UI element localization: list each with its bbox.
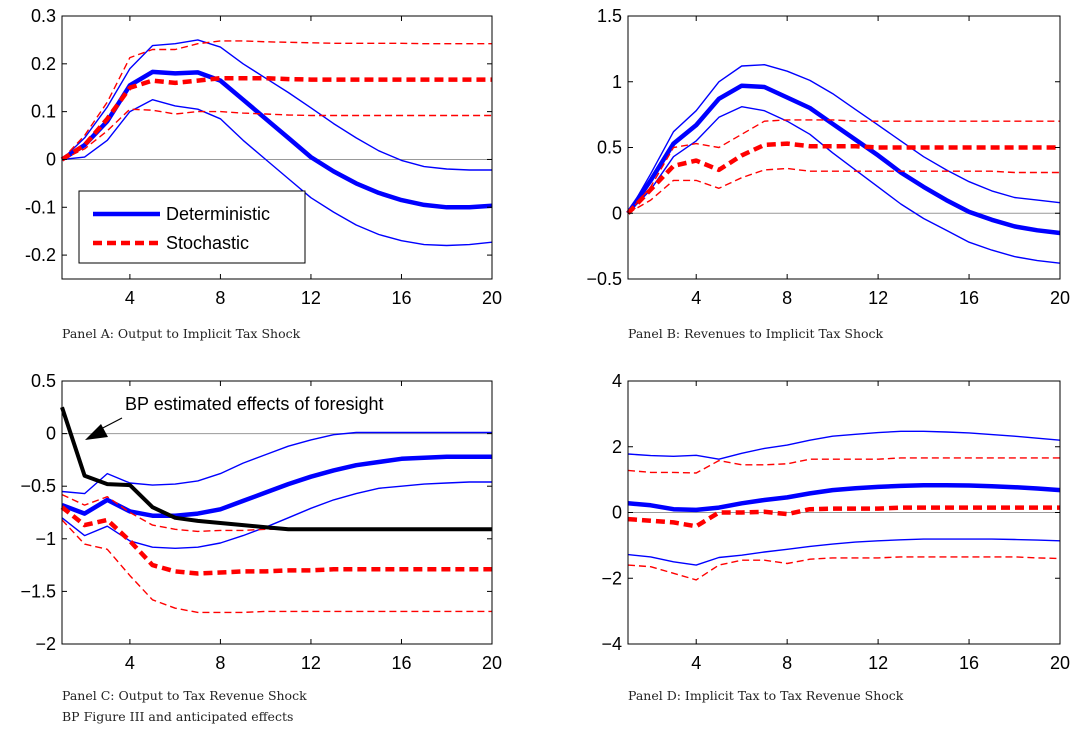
panel-b-chart: 4 8 12 16 20 1.5 1 0.5 0 −0.5: [586, 6, 1070, 308]
annotation-text: BP estimated effects of foresight: [125, 394, 383, 414]
panel-c-axes-frame: [61, 380, 493, 645]
panel-a-xtick-label: 8: [215, 288, 225, 308]
panel-b-ytick-label: 0.5: [597, 138, 622, 158]
panel-c-ytick-label: 0.5: [31, 371, 56, 391]
panel-a-xtick-label: 20: [482, 288, 502, 308]
panel-a-caption: Panel A: Output to Implicit Tax Shock: [62, 326, 301, 341]
panel-d-series-1: [627, 430, 1061, 460]
panel-c-xtick-label: 20: [482, 653, 502, 673]
panel-c-series-4: [61, 493, 492, 533]
panel-a-series-5: [61, 108, 492, 161]
panel-d-ytick-label: 4: [612, 371, 622, 391]
panel-b-series-1: [627, 63, 1061, 214]
panel-b-ytick-label: 0: [612, 203, 622, 223]
panel-c-annotation: BP estimated effects of foresight: [85, 394, 383, 440]
panel-a-axes-frame: [61, 15, 493, 280]
panel-b-ytick-label: 1.5: [597, 6, 622, 26]
panel-a-xtick-label: 4: [125, 288, 135, 308]
panel-a-series-4: [61, 40, 492, 160]
panel-d-xtick-label: 16: [959, 653, 979, 673]
panel-d-xtick-label: 12: [868, 653, 888, 673]
panel-c-chart: 4 8 12 16 20 0.5 0 −0.5 −1 −1.5 −2 BP estimated eff…: [20, 371, 502, 673]
panel-d-ytick-label: 2: [612, 437, 622, 457]
panel-a-ytick-label: 0.3: [31, 6, 56, 26]
panel-c-xtick-label: 12: [301, 653, 321, 673]
panel-c-ytick-label: −0.5: [20, 476, 56, 496]
panel-b-ytick-label: −0.5: [586, 269, 622, 289]
panel-c-caption-2: BP Figure III and anticipated effects: [62, 709, 294, 724]
panel-d-series-0: [627, 482, 1061, 513]
panel-c-xtick-label: 8: [215, 653, 225, 673]
panel-d-series-5: [627, 556, 1061, 581]
panel-c-ytick-label: 0: [46, 424, 56, 444]
panel-b-series-5: [627, 167, 1060, 214]
panel-d-caption: Panel D: Implicit Tax to Tax Revenue Sho…: [628, 688, 904, 703]
panel-b-ytick-label: 1: [612, 72, 622, 92]
panel-a-series-0: [60, 69, 493, 210]
legend-box: [78, 190, 306, 264]
panel-d-xtick-label: 8: [782, 653, 792, 673]
panel-d-series-3: [627, 505, 1060, 529]
panel-a-legend: Deterministic Stochastic: [78, 190, 306, 264]
panel-d-ytick-label: −4: [601, 634, 622, 654]
panel-a-ytick-label: 0: [46, 149, 56, 169]
panel-d-ytick-label: 0: [612, 503, 622, 523]
panel-c-xtick-label: 4: [125, 653, 135, 673]
panel-a-ytick-label: -0.1: [25, 197, 56, 217]
panel-a-chart: 4 8 12 16 20 0.3 0.2 0.1 0 -0.1 -0.2 Deterministic S…: [25, 6, 502, 308]
panel-c-series-6: [60, 406, 492, 532]
panel-b-series-4: [627, 119, 1060, 214]
panel-b-series-3: [626, 141, 1060, 215]
panel-c-series-0: [61, 454, 492, 518]
legend-label-stochastic: Stochastic: [166, 233, 249, 253]
panel-a-ytick-label: -0.2: [25, 245, 56, 265]
panel-b-xtick-label: 4: [691, 288, 701, 308]
panel-b-xtick-label: 20: [1050, 288, 1070, 308]
panel-c-ytick-label: −2: [35, 634, 56, 654]
panel-d-series-4: [627, 457, 1060, 474]
panel-a-xtick-label: 16: [391, 288, 411, 308]
panel-c-caption: Panel C: Output to Tax Revenue Shock: [62, 688, 307, 703]
panel-b-series-2: [627, 105, 1061, 264]
panel-c-series-3: [60, 505, 492, 576]
panel-d-ytick-label: −2: [601, 568, 622, 588]
panel-a-xtick-label: 12: [301, 288, 321, 308]
annotation-arrow-head: [85, 424, 108, 440]
panel-b-caption: Panel B: Revenues to Implicit Tax Shock: [628, 326, 884, 341]
legend-label-deterministic: Deterministic: [166, 204, 270, 224]
panel-b-xtick-label: 16: [959, 288, 979, 308]
panel-b-xtick-label: 8: [782, 288, 792, 308]
panel-c-series-5: [61, 519, 492, 614]
panel-d-series-2: [627, 538, 1061, 566]
panel-c-xtick-label: 16: [391, 653, 411, 673]
panel-a-series-1: [61, 39, 492, 171]
panel-b-xtick-label: 12: [868, 288, 888, 308]
panel-a-ytick-label: 0.1: [31, 102, 56, 122]
panel-d-xtick-label: 20: [1050, 653, 1070, 673]
panel-c-series-1: [61, 431, 492, 495]
panel-b-series-0: [626, 83, 1061, 236]
panel-a-series-3: [60, 75, 492, 162]
panel-c-ytick-label: −1.5: [20, 581, 56, 601]
panel-c-ytick-label: −1: [35, 529, 56, 549]
panel-d-xtick-label: 4: [691, 653, 701, 673]
panel-a-ytick-label: 0.2: [31, 54, 56, 74]
